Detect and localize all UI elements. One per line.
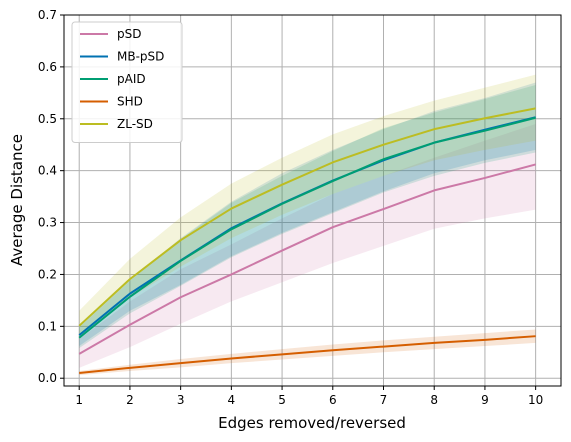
- x-tick-label: 5: [278, 393, 286, 407]
- x-tick-label: 1: [75, 393, 83, 407]
- y-tick-label: 0.1: [38, 319, 57, 333]
- y-tick-label: 0.6: [38, 60, 57, 74]
- series-band-paid: [79, 85, 536, 349]
- legend-label-psd: pSD: [117, 27, 141, 41]
- y-tick-label: 0.3: [38, 216, 57, 230]
- y-tick-label: 0.4: [38, 164, 57, 178]
- x-tick-label: 6: [329, 393, 337, 407]
- plot-frame: [63, 14, 562, 387]
- legend-label-mb-psd: MB-pSD: [117, 50, 164, 64]
- series-line-psd: [78, 163, 536, 355]
- y-tick-label: 0.7: [38, 8, 57, 22]
- y-tick-label: 0.2: [38, 267, 57, 281]
- series-band-psd: [79, 123, 536, 368]
- series-band-zl-sd: [79, 74, 536, 340]
- legend: pSD MB-pSD pAID SHD ZL-SD: [71, 21, 183, 143]
- x-tick-label: 4: [228, 393, 236, 407]
- series-lines: [78, 107, 536, 375]
- series-line-shd: [79, 335, 536, 375]
- x-tick-label: 8: [430, 393, 438, 407]
- legend-label-paid: pAID: [117, 72, 146, 86]
- x-tick-label: 3: [177, 393, 185, 407]
- x-tick-label: 10: [528, 393, 543, 407]
- legend-label-shd: SHD: [117, 95, 143, 109]
- x-axis-ticks: 1 2 3 4 5 6 7 8 9 10: [75, 386, 543, 407]
- x-tick-label: 9: [481, 393, 489, 407]
- y-tick-label: 0.0: [38, 371, 57, 385]
- y-axis-label: Average Distance: [8, 134, 26, 266]
- legend-label-zl-sd: ZL-SD: [117, 117, 153, 131]
- x-axis-label: Edges removed/reversed: [218, 414, 406, 432]
- x-tick-label: 7: [380, 393, 388, 407]
- y-tick-label: 0.5: [38, 112, 57, 126]
- legend-box: [71, 21, 183, 143]
- series-band-mb-psd: [79, 82, 536, 347]
- x-tick-label: 2: [126, 393, 134, 407]
- series-line-paid: [78, 116, 536, 339]
- y-axis-ticks: 0.0 0.1 0.2 0.3 0.4 0.5 0.6 0.7: [38, 8, 64, 385]
- series-line-zl-sd: [78, 107, 536, 327]
